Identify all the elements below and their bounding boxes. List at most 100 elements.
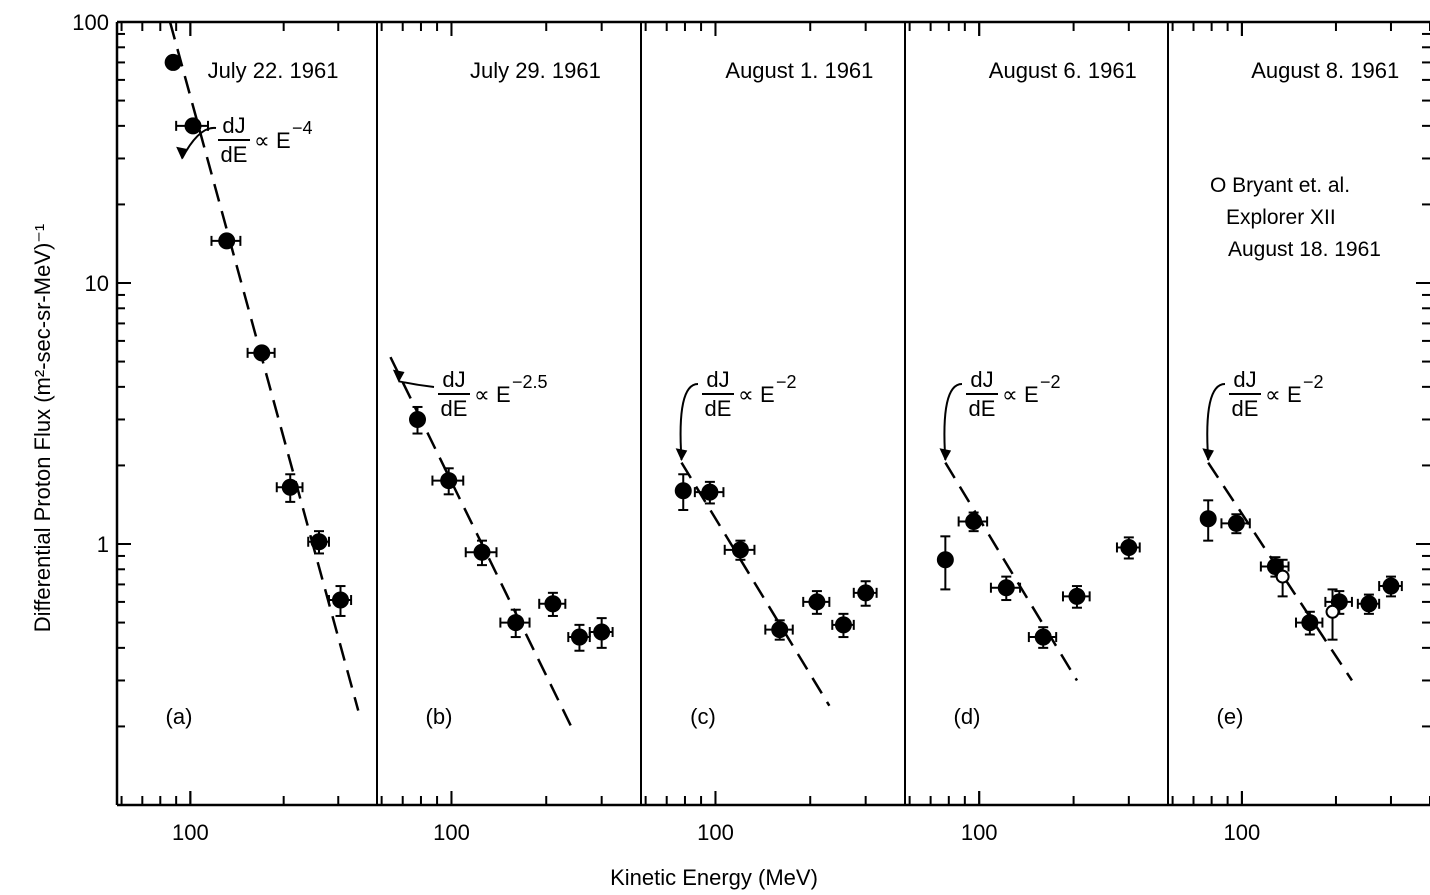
x-tick-label: 100 [433, 820, 470, 845]
open-data-point [1275, 558, 1290, 598]
panel-title: July 22. 1961 [208, 58, 339, 83]
data-point [538, 591, 567, 617]
proportional-symbol: ∝ [474, 382, 490, 407]
fit-numerator: dJ [1233, 367, 1256, 392]
filled-marker [507, 614, 525, 632]
x-tick-label: 100 [1224, 820, 1261, 845]
filled-marker [409, 410, 427, 428]
fit-exponent: −2.5 [512, 372, 548, 392]
filled-marker [473, 543, 491, 561]
fit-numerator: dJ [442, 367, 465, 392]
data-point [831, 612, 855, 639]
data-point [1356, 593, 1381, 615]
panel-label: (d) [954, 704, 981, 729]
panel-b: 100 July 29. 1961 (b) dJ dE∝ E −2.5 [380, 22, 642, 845]
panel-e: 100 August 8. 1961 (e) dJ dE∝ E −2 O Bryant et.… [1171, 22, 1430, 845]
fit-numerator: dJ [970, 367, 993, 392]
filled-marker [674, 482, 692, 500]
data-point [1115, 536, 1141, 560]
legend: O Bryant et. al. Explorer XII August 18. 1… [1210, 174, 1381, 261]
filled-marker [1360, 595, 1378, 613]
filled-marker [936, 551, 954, 569]
data-point [327, 585, 353, 617]
filled-marker [771, 621, 789, 639]
data-point [693, 480, 725, 505]
fit-arrowhead [176, 146, 188, 160]
fit-arrow [1206, 383, 1226, 460]
fit-arrow [943, 383, 963, 460]
filled-marker [1199, 510, 1217, 528]
panel-title: July 29. 1961 [470, 58, 601, 83]
filled-marker [570, 628, 588, 646]
proportional-symbol: ∝ [1002, 382, 1018, 407]
data-point [852, 580, 878, 607]
fit-equation: dJ dE∝ E −2 [966, 367, 1061, 421]
fit-denominator: dE [221, 142, 248, 167]
fit-variable: E [496, 382, 511, 407]
filled-marker [218, 232, 236, 250]
fit-arrowhead [675, 448, 688, 462]
filled-marker [857, 584, 875, 602]
fit-variable: E [1287, 382, 1302, 407]
panel-d: 100 August 6. 1961 (d) dJ dE∝ E −2 [908, 22, 1169, 845]
data-point [1199, 499, 1217, 542]
filled-marker [965, 512, 983, 530]
y-axis-label: Differential Proton Flux (m²-sec-sr-MeV)… [30, 224, 55, 633]
open-marker [1275, 569, 1290, 584]
filled-marker [331, 591, 349, 609]
panel-title: August 8. 1961 [1251, 58, 1399, 83]
legend-line-2: Explorer XII [1226, 206, 1336, 229]
panel-label: (c) [690, 704, 716, 729]
filled-marker [440, 472, 458, 490]
panel-a: 100 July 22. 1961 (a) dJ dE∝ E −4 [120, 21, 378, 845]
data-point [1295, 610, 1324, 636]
data-point [1027, 626, 1058, 649]
y-tick-label: 1 [97, 532, 109, 557]
fit-exponent: −2 [1303, 372, 1324, 392]
fit-line [680, 461, 831, 707]
fit-denominator: dE [441, 396, 468, 421]
y-tick-label: 100 [72, 10, 109, 35]
fit-arrowhead [939, 448, 952, 462]
filled-marker [997, 579, 1015, 597]
data-point [164, 53, 182, 71]
fit-equation: dJ dE∝ E −2 [702, 367, 797, 421]
legend-line-3: August 18. 1961 [1228, 238, 1381, 261]
fit-equation: dJ dE∝ E −2 [1229, 367, 1324, 421]
fit-exponent: −4 [292, 118, 313, 138]
proportional-symbol: ∝ [254, 128, 270, 153]
data-point [989, 575, 1022, 602]
data-point [175, 117, 209, 135]
data-point [764, 619, 794, 641]
fit-variable: E [1024, 382, 1039, 407]
fit-line [944, 461, 1079, 682]
y-tick-label: 10 [85, 271, 109, 296]
data-point [275, 473, 304, 503]
data-point [246, 344, 276, 362]
open-marker [1325, 604, 1340, 619]
fit-numerator: dJ [222, 113, 245, 138]
legend-line-1: O Bryant et. al. [1210, 174, 1350, 197]
filled-marker [701, 483, 719, 501]
filled-marker [1120, 538, 1138, 556]
x-axis-label: Kinetic Energy (MeV) [610, 865, 818, 890]
fit-arrowhead [392, 369, 405, 383]
data-point [674, 473, 692, 511]
panel-title: August 6. 1961 [989, 58, 1137, 83]
fit-arrow [398, 380, 435, 388]
data-point [936, 535, 954, 591]
data-point [588, 617, 614, 649]
filled-marker [544, 595, 562, 613]
filled-marker [1301, 614, 1319, 632]
filled-marker [1382, 577, 1400, 595]
panel-label: (b) [426, 704, 453, 729]
fit-exponent: −2 [1040, 372, 1061, 392]
open-data-point [1325, 588, 1340, 641]
fit-denominator: dE [1232, 396, 1259, 421]
filled-marker [593, 623, 611, 641]
data-point [1061, 585, 1091, 609]
filled-marker [253, 344, 271, 362]
filled-marker [281, 478, 299, 496]
fit-equation: dJ dE∝ E −4 [218, 113, 313, 167]
